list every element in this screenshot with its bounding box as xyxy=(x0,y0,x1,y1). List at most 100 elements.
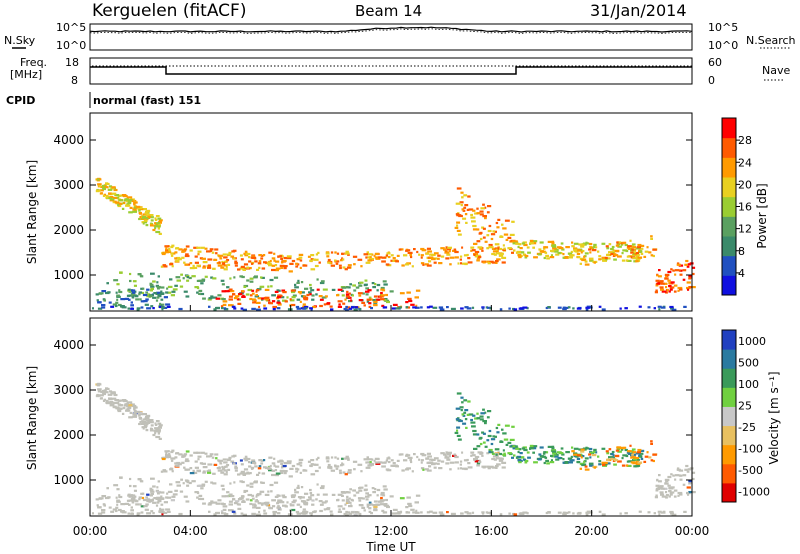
power-pixel xyxy=(142,215,147,218)
velocity-pixel xyxy=(367,464,373,467)
power-pixel xyxy=(150,219,154,222)
power-pixel xyxy=(221,290,226,293)
power-pixel xyxy=(631,248,634,251)
power-pixel xyxy=(271,257,276,260)
velocity-pixel xyxy=(105,387,110,391)
velocity-pixel xyxy=(210,500,214,503)
velocity-pixel xyxy=(258,465,262,468)
power-pixel xyxy=(476,228,480,231)
velocity-pixel xyxy=(98,390,102,393)
power-pixel xyxy=(605,245,609,248)
velocity-pixel xyxy=(134,495,137,498)
power-pixel xyxy=(172,288,178,291)
velocity-pixel xyxy=(138,422,141,426)
power-pixel xyxy=(504,219,510,222)
velocity-pixel xyxy=(249,502,253,506)
power-pixel xyxy=(245,293,250,296)
power-pixel xyxy=(139,298,142,301)
velocity-pixel xyxy=(665,480,668,483)
power-pixel xyxy=(518,256,522,259)
velocity-pixel xyxy=(668,495,671,498)
power-pixel xyxy=(194,286,199,289)
power-pixel xyxy=(598,255,602,258)
velocity-pixel xyxy=(383,504,387,507)
power-pixel xyxy=(296,258,301,261)
velocity-pixel xyxy=(459,463,462,466)
velocity-pixel xyxy=(271,473,276,477)
power-pixel xyxy=(568,256,573,259)
velocity-pixel xyxy=(112,406,116,409)
velocity-pixel xyxy=(415,494,421,497)
power-pixel xyxy=(149,289,153,292)
power-pixel xyxy=(259,287,262,290)
power-pixel xyxy=(291,259,296,263)
power-pixel xyxy=(215,297,221,300)
velocity-pixel xyxy=(273,464,276,467)
power-pixel xyxy=(294,283,297,286)
velocity-pixel xyxy=(411,470,414,473)
power-pixel xyxy=(296,281,300,284)
power-pixel xyxy=(588,242,593,246)
power-pixel xyxy=(446,306,449,309)
velocity-pixel xyxy=(424,468,429,471)
power-pixel xyxy=(501,256,507,259)
power-pixel xyxy=(358,299,363,302)
velocity-pixel xyxy=(670,473,673,476)
power-pixel xyxy=(185,295,190,298)
power-pixel xyxy=(547,306,551,309)
velocity-pixel xyxy=(592,451,596,454)
velocity-pixel xyxy=(380,496,383,500)
power-pixel xyxy=(611,245,615,249)
power-pixel xyxy=(499,247,503,251)
power-pixel xyxy=(679,269,683,272)
power-pixel xyxy=(242,294,245,297)
power-pixel xyxy=(296,298,301,301)
velocity-pixel xyxy=(184,459,190,463)
power-pixel xyxy=(420,247,425,251)
power-pixel xyxy=(161,252,166,256)
power-pixel xyxy=(143,300,148,303)
power-pixel xyxy=(157,225,161,228)
velocity-pixel xyxy=(176,484,181,487)
velocity-pixel xyxy=(580,456,583,459)
velocity-pixel xyxy=(669,493,673,496)
velocity-pixel xyxy=(591,454,597,457)
velocity-pixel xyxy=(485,511,488,514)
power-pixel xyxy=(249,267,252,270)
velocity-pixel xyxy=(341,499,345,502)
power-pixel xyxy=(381,304,385,307)
velocity-pixel xyxy=(366,503,372,506)
power-pixel xyxy=(565,246,570,249)
power-pixel xyxy=(99,189,104,192)
velocity-pixel xyxy=(380,503,385,506)
power-pixel xyxy=(165,246,168,249)
velocity-pixel xyxy=(661,487,665,490)
velocity-pixel xyxy=(156,496,161,499)
velocity-pixel xyxy=(171,449,175,452)
noise-frame xyxy=(89,23,693,51)
power-pixel xyxy=(668,285,672,288)
power-pixel xyxy=(363,284,367,287)
velocity-pixel xyxy=(478,460,482,464)
velocity-pixel xyxy=(302,508,306,511)
power-pixel xyxy=(126,294,130,297)
power-pixel xyxy=(334,251,337,254)
velocity-pixel xyxy=(207,463,213,466)
velocity-pixel xyxy=(221,465,224,469)
velocity-pixel xyxy=(549,461,555,464)
power-pixel xyxy=(108,301,112,304)
velocity-pixel xyxy=(606,452,610,455)
power-pixel xyxy=(401,264,405,267)
velocity-pixel xyxy=(630,456,634,459)
power-pixel xyxy=(110,198,115,201)
velocity-pixel xyxy=(420,467,425,470)
velocity-pixel xyxy=(314,463,319,466)
velocity-pixel xyxy=(486,452,490,455)
power-pixel xyxy=(199,257,203,260)
power-pixel xyxy=(113,279,119,282)
velocity-pixel xyxy=(107,393,113,396)
velocity-pixel xyxy=(140,505,145,508)
velocity-pixel xyxy=(484,411,487,414)
velocity-pixel xyxy=(666,493,669,497)
velocity-pixel xyxy=(366,456,369,459)
